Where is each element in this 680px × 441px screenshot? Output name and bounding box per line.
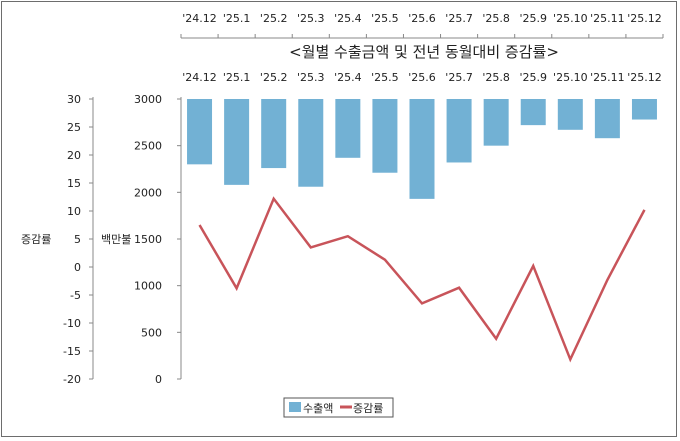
left-value-axis: 3000 2500 2000 1500 1000 500 0 bbox=[134, 93, 182, 386]
top-category-label: '25.2 bbox=[260, 12, 288, 25]
rate-tick-label: 30 bbox=[67, 93, 81, 106]
top-category-label: '24.12 bbox=[182, 12, 217, 25]
legend-label-export: 수출액 bbox=[303, 402, 333, 415]
export-bar bbox=[372, 99, 398, 173]
category-label: '25.11 bbox=[590, 71, 625, 84]
category-label: '25.10 bbox=[553, 71, 588, 84]
category-label: '25.5 bbox=[371, 71, 399, 84]
export-bar bbox=[594, 99, 620, 139]
category-label: '25.8 bbox=[482, 71, 510, 84]
export-bar bbox=[261, 99, 287, 169]
rate-tick-label: -5 bbox=[70, 289, 81, 302]
rate-line-path bbox=[198, 196, 646, 363]
top-category-label: '25.7 bbox=[445, 12, 473, 25]
export-bar bbox=[631, 99, 657, 120]
left-tick-label: 2500 bbox=[134, 140, 162, 153]
top-category-label: '25.4 bbox=[334, 12, 362, 25]
top-category-label: '25.5 bbox=[371, 12, 399, 25]
rate-tick-label: 20 bbox=[67, 149, 81, 162]
chart-title: <월별 수출금액 및 전년 동월대비 증감률> bbox=[289, 43, 559, 61]
legend-box bbox=[283, 397, 394, 418]
category-label: '25.3 bbox=[297, 71, 325, 84]
left-tick-label: 1500 bbox=[134, 233, 162, 246]
rate-tick-label: 5 bbox=[74, 233, 81, 246]
export-bar bbox=[483, 99, 509, 146]
top-category-label: '25.8 bbox=[482, 12, 510, 25]
top-category-axis: '24.12 '25.1 '25.2 '25.3 '25.4 '25.5 '25.6 '25.… bbox=[180, 12, 664, 39]
top-category-label: '25.3 bbox=[297, 12, 325, 25]
export-bar bbox=[335, 99, 361, 158]
export-bar bbox=[446, 99, 472, 163]
left-tick-label: 2000 bbox=[134, 186, 162, 199]
right-rate-axis: 30 25 20 15 10 5 0 -5 -10 -15 -20 bbox=[63, 93, 94, 386]
top-category-label: '25.1 bbox=[223, 12, 251, 25]
rate-tick-label: 0 bbox=[74, 261, 81, 274]
rate-tick-label: 10 bbox=[67, 205, 81, 218]
export-bar bbox=[224, 99, 250, 185]
export-bar bbox=[557, 99, 583, 130]
category-labels: '24.12 '25.1 '25.2 '25.3 '25.4 '25.5 '25.6 '25.… bbox=[182, 71, 661, 84]
category-label: '25.6 bbox=[408, 71, 436, 84]
top-category-label: '25.11 bbox=[590, 12, 625, 25]
legend-label-rate: 증감률 bbox=[353, 402, 383, 415]
rate-tick-label: -15 bbox=[63, 345, 81, 358]
rate-line bbox=[198, 196, 646, 363]
left-tick-label: 0 bbox=[155, 373, 162, 386]
rate-tick-label: -20 bbox=[63, 373, 81, 386]
rate-tick-label: 15 bbox=[67, 177, 81, 190]
export-bar bbox=[187, 99, 213, 165]
top-category-label: '25.6 bbox=[408, 12, 436, 25]
export-bar bbox=[409, 99, 435, 199]
category-label: '25.4 bbox=[334, 71, 362, 84]
top-category-label: '25.9 bbox=[519, 12, 547, 25]
category-label: '25.2 bbox=[260, 71, 288, 84]
legend: 수출액 증감률 bbox=[283, 397, 394, 418]
left-tick-label: 1000 bbox=[134, 280, 162, 293]
category-label: '25.7 bbox=[445, 71, 473, 84]
rate-axis-title: 증감률 bbox=[21, 233, 51, 246]
rate-tick-label: -10 bbox=[63, 317, 81, 330]
category-label: '25.9 bbox=[519, 71, 547, 84]
export-bar bbox=[298, 99, 324, 187]
value-axis-title: 백만불 bbox=[101, 233, 131, 246]
export-bars bbox=[187, 99, 657, 199]
category-label: '24.12 bbox=[182, 71, 217, 84]
left-tick-label: 500 bbox=[141, 326, 162, 339]
rate-tick-label: 25 bbox=[67, 121, 81, 134]
top-category-label: '25.12 bbox=[627, 12, 662, 25]
category-label: '25.12 bbox=[627, 71, 662, 84]
top-category-label: '25.10 bbox=[553, 12, 588, 25]
legend-bar-swatch bbox=[289, 402, 301, 412]
left-tick-label: 3000 bbox=[134, 93, 162, 106]
export-bar bbox=[520, 99, 546, 126]
category-label: '25.1 bbox=[223, 71, 251, 84]
